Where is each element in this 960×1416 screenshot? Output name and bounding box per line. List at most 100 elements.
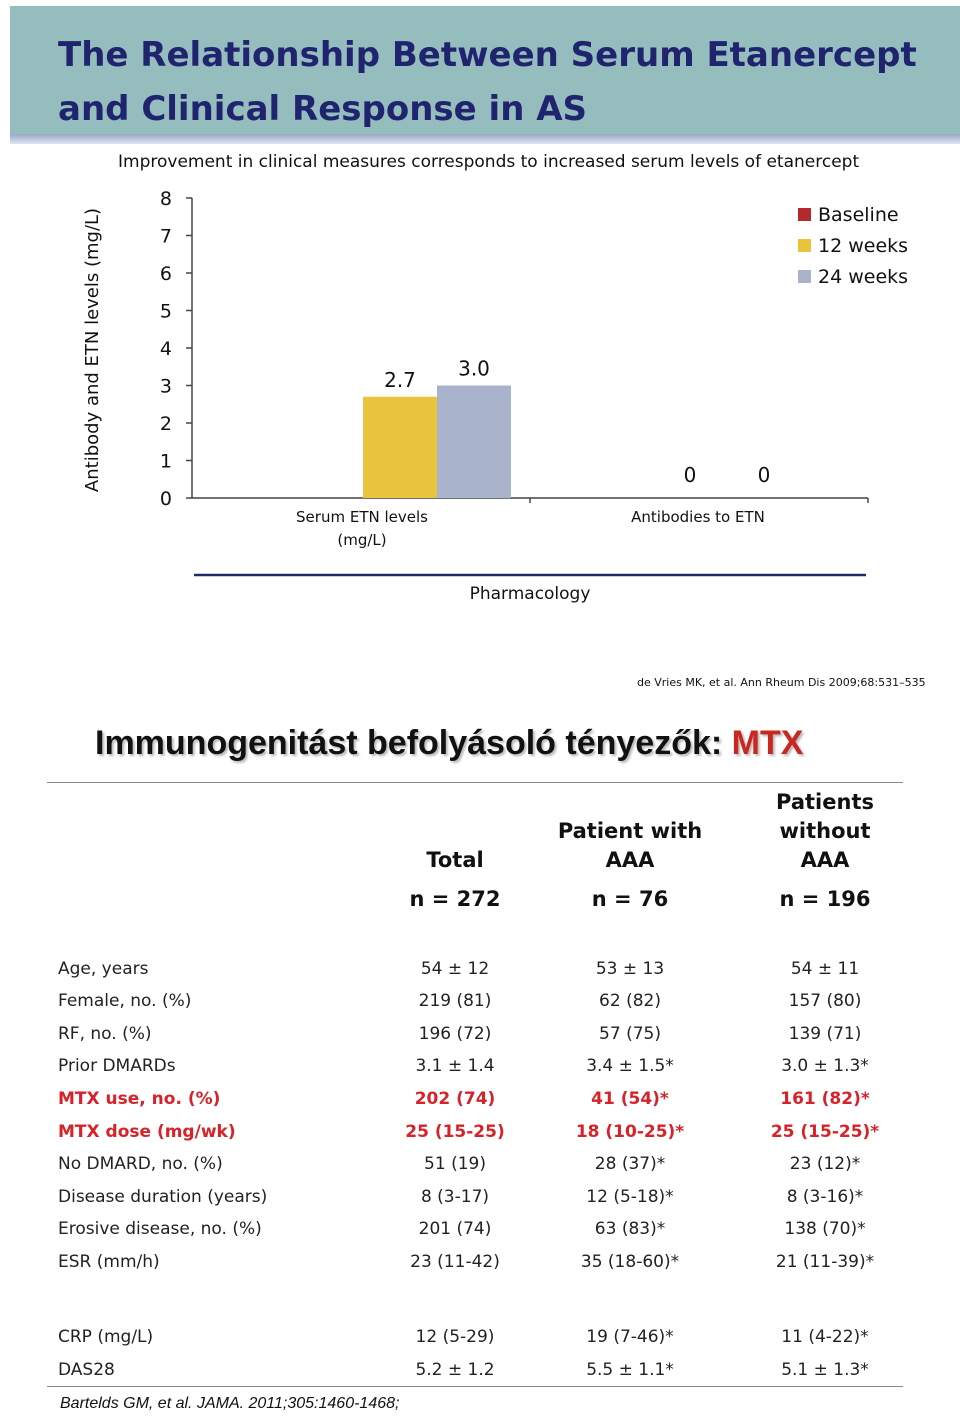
cell-total: 8 (3-17)	[420, 1187, 490, 1207]
cell-without-aaa: 25 (15-25)*	[770, 1122, 880, 1142]
table-row: RF, no. (%) 196 (72) 57 (75) 139 (71)	[0, 1020, 960, 1050]
section-title-main: Immunogenitást befolyásoló tényezők:	[95, 724, 732, 762]
row-label: Age, years	[58, 959, 149, 979]
x-category-label: (mg/L)	[337, 531, 386, 549]
y-tick-label: 0	[160, 488, 172, 510]
cell-total: 51 (19)	[424, 1154, 486, 1174]
cell-total: 5.2 ± 1.2	[415, 1360, 495, 1380]
cell-without-aaa: 21 (11-39)*	[775, 1252, 875, 1272]
y-tick-label: 5	[160, 301, 172, 323]
slide-title-line-2: and Clinical Response in AS	[58, 89, 588, 129]
cell-with-aaa: 19 (7-46)*	[586, 1327, 674, 1347]
column-header-line: AAA	[800, 848, 850, 872]
row-label: Prior DMARDs	[58, 1056, 176, 1076]
cell-total: 54 ± 12	[420, 959, 490, 979]
slide-title: The Relationship Between Serum Etanercep…	[58, 28, 917, 136]
legend-swatch	[798, 208, 811, 221]
slide-header: The Relationship Between Serum Etanercep…	[10, 6, 960, 134]
cell-without-aaa: 138 (70)*	[784, 1219, 866, 1239]
cell-without-aaa: 8 (3-16)*	[786, 1187, 864, 1207]
chart-subtitle: Improvement in clinical measures corresp…	[118, 152, 860, 172]
y-tick-label: 4	[160, 338, 172, 360]
cell-without-aaa: 139 (71)	[788, 1024, 862, 1044]
row-label: MTX use, no. (%)	[58, 1089, 221, 1109]
cell-without-aaa: 3.0 ± 1.3*	[781, 1056, 869, 1076]
y-tick-label: 8	[160, 188, 172, 210]
cell-with-aaa: 3.4 ± 1.5*	[586, 1056, 674, 1076]
cell-without-aaa: 161 (82)*	[780, 1089, 870, 1109]
legend-label: Baseline	[818, 204, 899, 226]
y-tick-label: 1	[160, 451, 172, 473]
row-label: CRP (mg/L)	[58, 1327, 154, 1347]
cell-with-aaa: 53 ± 13	[595, 959, 665, 979]
column-header-line: Patient with	[557, 819, 703, 843]
table-row: MTX dose (mg/wk) 25 (15-25) 18 (10-25)* 25 …	[0, 1118, 960, 1148]
legend-label: 24 weeks	[818, 266, 908, 288]
header-divider	[10, 134, 960, 144]
bar	[363, 396, 437, 498]
bar	[437, 385, 511, 498]
cell-without-aaa: 157 (80)	[788, 991, 862, 1011]
cell-total: 23 (11-42)	[410, 1252, 500, 1272]
section-title: Immunogenitást befolyásoló tényezők: MTX	[95, 724, 803, 763]
cell-without-aaa: 23 (12)*	[789, 1154, 861, 1174]
table-row: MTX use, no. (%) 202 (74) 41 (54)* 161 (82)…	[0, 1085, 960, 1115]
column-sample-size: n = 272	[409, 887, 501, 911]
legend-swatch	[798, 239, 811, 252]
cell-with-aaa: 57 (75)	[599, 1024, 661, 1044]
column-header: Patients without AAA	[735, 788, 915, 875]
y-tick-label: 3	[160, 376, 172, 398]
table-bottom-divider	[47, 1386, 903, 1387]
legend-label: 12 weeks	[818, 235, 908, 257]
x-category-label: Antibodies to ETN	[631, 508, 765, 526]
row-label: ESR (mm/h)	[58, 1252, 160, 1272]
column-sample-size: n = 196	[779, 887, 871, 911]
column-header: Patient with AAA	[540, 817, 720, 875]
table-row: Female, no. (%) 219 (81) 62 (82) 157 (80)	[0, 987, 960, 1017]
row-label: Disease duration (years)	[58, 1187, 268, 1207]
y-axis-label: Antibody and ETN levels (mg/L)	[82, 208, 103, 492]
legend-swatch	[798, 270, 811, 283]
column-header: Total	[365, 846, 545, 875]
cell-with-aaa: 18 (10-25)*	[575, 1122, 685, 1142]
row-label: RF, no. (%)	[58, 1024, 152, 1044]
row-label: MTX dose (mg/wk)	[58, 1122, 236, 1142]
column-header-line: Patients	[776, 790, 874, 814]
cell-total: 25 (15-25)	[405, 1122, 505, 1142]
cell-with-aaa: 28 (37)*	[594, 1154, 666, 1174]
table-top-divider	[47, 782, 903, 783]
cell-with-aaa: 5.5 ± 1.1*	[586, 1360, 674, 1380]
cell-with-aaa: 63 (83)*	[594, 1219, 666, 1239]
row-label: Erosive disease, no. (%)	[58, 1219, 262, 1239]
cell-without-aaa: 54 ± 11	[790, 959, 860, 979]
cell-with-aaa: 12 (5-18)*	[586, 1187, 674, 1207]
y-tick-label: 7	[160, 226, 172, 248]
cell-with-aaa: 41 (54)*	[591, 1089, 669, 1109]
cell-total: 196 (72)	[418, 1024, 492, 1044]
slide-title-line-1: The Relationship Between Serum Etanercep…	[58, 35, 917, 75]
column-sample-size: n = 76	[591, 887, 669, 911]
bar-chart: 0 1 2 3 4 5 6 7 8 Antibody and ETN levels (mg/L) 2…	[82, 188, 908, 604]
x-axis-label: Pharmacology	[470, 584, 591, 604]
row-label: DAS28	[58, 1360, 115, 1380]
data-label: 0	[758, 463, 771, 487]
data-label: 3.0	[458, 357, 490, 381]
cell-without-aaa: 11 (4-22)*	[781, 1327, 869, 1347]
cell-without-aaa: 5.1 ± 1.3*	[781, 1360, 869, 1380]
table-row: CRP (mg/L) 12 (5-29) 19 (7-46)* 11 (4-22)*	[0, 1323, 960, 1353]
table-row: Age, years 54 ± 12 53 ± 13 54 ± 11	[0, 955, 960, 985]
column-header-line: Total	[426, 848, 484, 872]
table-row: No DMARD, no. (%) 51 (19) 28 (37)* 23 (12)*	[0, 1150, 960, 1180]
column-header-line: without	[779, 819, 871, 843]
table-row: Erosive disease, no. (%) 201 (74) 63 (83)*…	[0, 1215, 960, 1245]
y-tick-label: 6	[160, 263, 172, 285]
section-title-highlight: MTX	[731, 724, 804, 762]
row-label: Female, no. (%)	[58, 991, 192, 1011]
chart-citation: de Vries MK, et al. Ann Rheum Dis 2009;6…	[637, 676, 926, 689]
table-row: ESR (mm/h) 23 (11-42) 35 (18-60)* 21 (11-39…	[0, 1248, 960, 1278]
cell-total: 219 (81)	[418, 991, 492, 1011]
cell-total: 12 (5-29)	[415, 1327, 495, 1347]
row-label: No DMARD, no. (%)	[58, 1154, 223, 1174]
table-row: Prior DMARDs 3.1 ± 1.4 3.4 ± 1.5* 3.0 ± 1.3…	[0, 1052, 960, 1082]
cell-with-aaa: 62 (82)	[599, 991, 661, 1011]
